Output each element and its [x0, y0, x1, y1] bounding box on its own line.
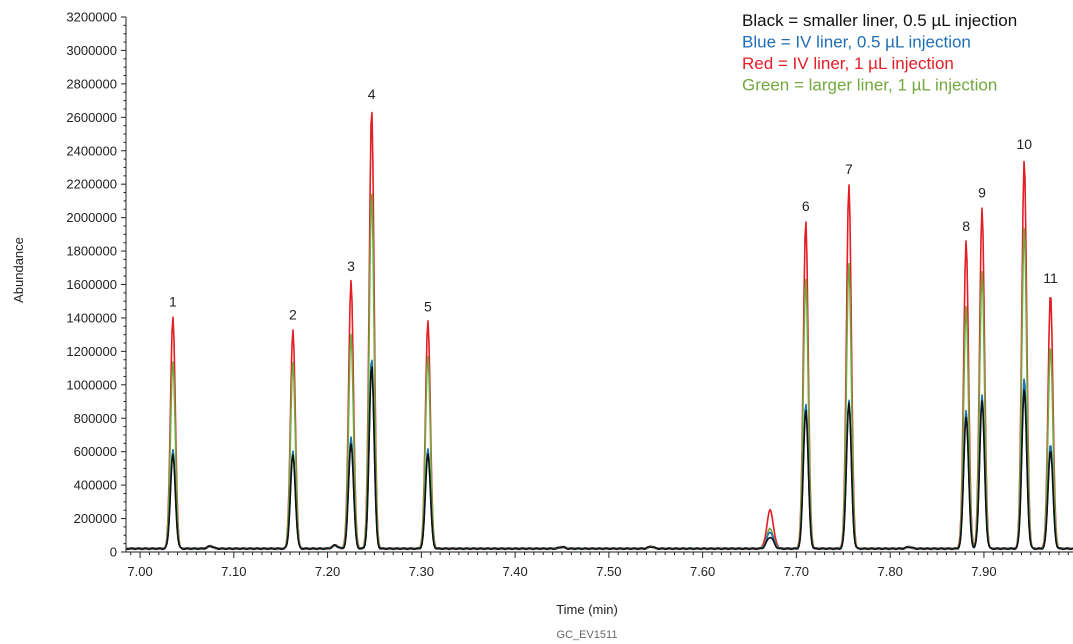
y-tick-label: 3000000	[66, 43, 117, 58]
peak-number-label: 8	[962, 218, 970, 234]
peak-number-label: 3	[347, 258, 355, 274]
series-line	[125, 359, 1073, 551]
y-tick-label: 2800000	[66, 76, 117, 91]
x-tick-label: 7.70	[784, 564, 809, 579]
x-tick-label: 7.60	[690, 564, 715, 579]
y-tick-label: 3200000	[66, 10, 117, 25]
peak-number-label: 6	[802, 198, 810, 214]
y-tick-label: 800000	[74, 411, 117, 426]
peak-labels: 1 2 3 4 5 6 7 8 9 10 11	[169, 86, 1058, 323]
x-axis-title: Time (min)	[556, 602, 618, 617]
peak-number-label: 2	[289, 307, 297, 323]
peak-number-label: 4	[368, 86, 376, 102]
legend-entry: Blue = IV liner, 0.5 µL injection	[742, 33, 971, 52]
y-tick-label: 2200000	[66, 177, 117, 192]
x-tick-label: 7.30	[409, 564, 434, 579]
y-tick-label: 200000	[74, 511, 117, 526]
series-line	[125, 111, 1073, 551]
y-tick-label: 1600000	[66, 277, 117, 292]
series-line	[125, 193, 1073, 551]
legend-entry: Green = larger liner, 1 µL injection	[742, 76, 997, 95]
peak-number-label: 11	[1043, 270, 1058, 286]
y-tick-label: 600000	[74, 444, 117, 459]
chart-axes: 0 200000 400000 600000 800000 1000000 1200000 1…	[66, 10, 1073, 579]
x-tick-label: 7.00	[127, 564, 152, 579]
y-tick-label: 2600000	[66, 110, 117, 125]
y-tick-label: 0	[110, 545, 117, 560]
x-tick-label: 7.80	[878, 564, 903, 579]
y-tick-label: 2000000	[66, 210, 117, 225]
legend-entry: Red = IV liner, 1 µL injection	[742, 54, 954, 73]
x-tick-label: 7.90	[971, 564, 996, 579]
legend-entry: Black = smaller liner, 0.5 µL injection	[742, 11, 1017, 30]
y-tick-label: 1200000	[66, 344, 117, 359]
peak-number-label: 5	[424, 298, 432, 314]
y-axis-ticks: 0 200000 400000 600000 800000 1000000 1200000 1…	[66, 10, 126, 560]
y-tick-label: 1800000	[66, 244, 117, 259]
y-tick-label: 1000000	[66, 377, 117, 392]
peak-number-label: 7	[845, 161, 853, 177]
x-tick-label: 7.50	[596, 564, 621, 579]
chromatogram-traces	[125, 111, 1073, 551]
series-line	[125, 366, 1073, 551]
x-tick-label: 7.10	[221, 564, 246, 579]
x-tick-label: 7.40	[502, 564, 527, 579]
y-tick-label: 1400000	[66, 310, 117, 325]
x-tick-label: 7.20	[315, 564, 340, 579]
legend: Black = smaller liner, 0.5 µL injection B…	[742, 11, 1017, 95]
figure-code: GC_EV1511	[557, 629, 618, 641]
peak-number-label: 10	[1016, 136, 1032, 152]
y-tick-label: 2400000	[66, 143, 117, 158]
peak-number-label: 1	[169, 293, 177, 309]
x-axis-ticks: 7.00 7.10 7.20 7.30 7.40 7.50 7.60 7.70 7.80 7.90	[127, 552, 1069, 579]
y-tick-label: 400000	[74, 478, 117, 493]
y-axis-title: Abundance	[11, 237, 26, 303]
peak-number-label: 9	[978, 185, 986, 201]
